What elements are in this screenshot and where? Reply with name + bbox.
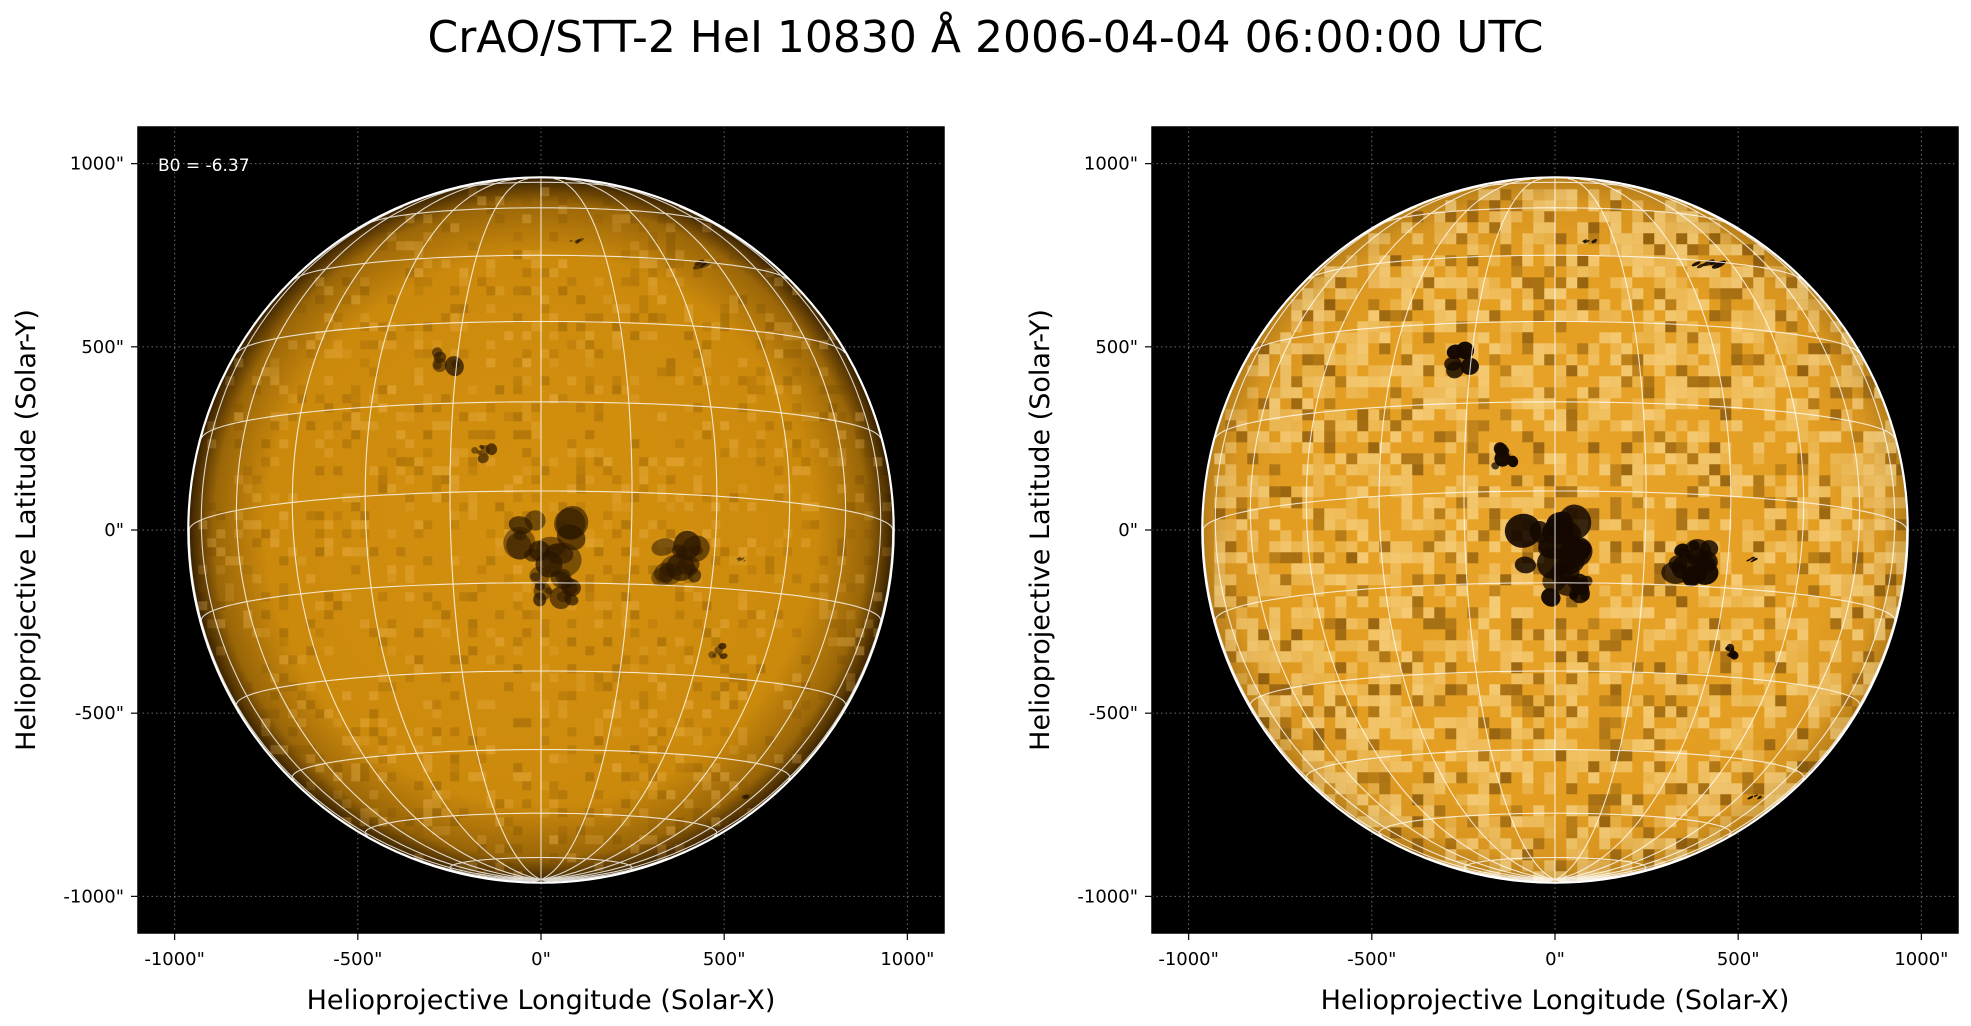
y-tick-label: 0" [1118, 520, 1138, 541]
solar-feature-dark-patch [708, 642, 728, 660]
solar-feature-dark-patch [1491, 442, 1519, 470]
x-axis-label: Helioprojective Longitude (Solar-X) [307, 985, 776, 1016]
solar-feature-dark-patch [1444, 341, 1479, 379]
solar-feature-filament [692, 259, 712, 270]
x-tick-label: 0" [1545, 949, 1565, 970]
x-tick-label: 500" [703, 949, 746, 970]
y-tick-label: -500" [75, 703, 124, 724]
y-tick-label: 1000" [70, 154, 124, 175]
x-tick-label: -1000" [1158, 949, 1219, 970]
limb-circle [187, 176, 895, 884]
solar-feature-filament [741, 794, 750, 800]
solar-feature-active-region [651, 530, 710, 587]
y-axis-label: Helioprojective Latitude (Solar-Y) [1025, 309, 1056, 751]
y-axis-label: Helioprojective Latitude (Solar-Y) [11, 309, 42, 751]
solar-feature-filament-cluster [1504, 504, 1593, 579]
x-tick-label: -500" [1347, 949, 1396, 970]
x-tick-label: -1000" [144, 949, 205, 970]
x-tick-label: 500" [1717, 949, 1760, 970]
figure-title: CrAO/STT-2 HeI 10830 Å 2006-04-04 06:00:… [427, 12, 1544, 63]
heliographic-grid [188, 178, 894, 883]
solar-feature-filament [1746, 556, 1758, 563]
heliographic-grid [1202, 178, 1908, 883]
y-tick-label: 1000" [1084, 154, 1138, 175]
axis-ticks: -1000" 1000" -500" 500" 0" 0" 500" -500" 1000" -1… [63, 154, 934, 970]
limb-circle [1201, 176, 1909, 884]
y-tick-label: -1000" [63, 886, 124, 907]
x-tick-label: 0" [531, 949, 551, 970]
solar-feature-dark-patch [431, 347, 464, 377]
disk-texture [198, 187, 893, 882]
x-tick-label: 1000" [880, 949, 934, 970]
y-tick-label: 500" [81, 337, 124, 358]
y-tick-label: -500" [1089, 703, 1138, 724]
axis-ticks: -1000" 1000" -500" 500" 0" 0" 500" -500" 1000" -1… [1077, 154, 1948, 970]
x-axis-label: Helioprojective Longitude (Solar-X) [1321, 985, 1790, 1016]
solar-feature-dark-patch [471, 443, 498, 464]
y-tick-label: -1000" [1077, 886, 1138, 907]
solar-feature-active-region [1661, 539, 1719, 587]
solar-feature-filament-cluster [503, 505, 589, 579]
solar-feature-filament [569, 237, 585, 244]
solar-feature-filament [1582, 238, 1598, 244]
solar-feature-filament [736, 557, 746, 562]
solar-feature-filament-cluster [529, 566, 581, 610]
b0-annotation: B0 = -6.37 [158, 156, 250, 176]
x-tick-label: 1000" [1894, 949, 1948, 970]
y-tick-label: 500" [1095, 337, 1138, 358]
y-tick-label: 0" [104, 520, 124, 541]
solar-feature-filament [1747, 794, 1763, 800]
left-panel: -1000" 1000" -500" 500" 0" 0" 500" -500" 1000" -1… [11, 126, 945, 1016]
solar-feature-dark-patch [1725, 643, 1739, 660]
right-panel: -1000" 1000" -500" 500" 0" 0" 500" -500" 1000" -1… [1025, 126, 1959, 1016]
x-tick-label: -500" [333, 949, 382, 970]
